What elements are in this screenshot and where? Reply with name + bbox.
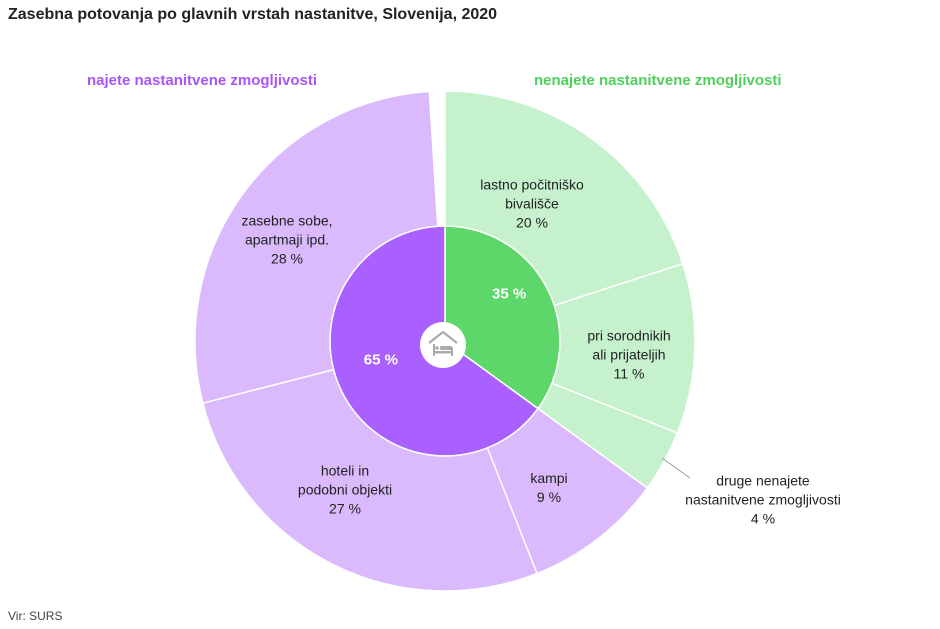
outer-label-value: 9 % [536, 489, 562, 505]
outer-label: hoteli in podobni objekti 27 % [298, 462, 392, 519]
outer-label: kampi 9 % [530, 469, 567, 507]
inner-label-0-text: 35 % [492, 285, 527, 303]
outer-label-name: zasebne sobe, apartmaji ipd. [241, 212, 333, 248]
outer-label-name: lastno počitniško bivališče [480, 176, 584, 212]
outer-label: lastno počitniško bivališče 20 % [480, 176, 584, 233]
outer-label: pri sorodnikih ali prijateljih 11 % [587, 327, 670, 384]
source-note: Vir: SURS [8, 609, 63, 623]
inner-label-1: 65 % [364, 351, 398, 368]
outer-label: zasebne sobe, apartmaji ipd. 28 % [241, 212, 332, 269]
outer-label: druge nenajete nastanitvene zmogljivosti… [685, 472, 841, 529]
inner-label-0: 35 % [492, 286, 526, 303]
outer-label-value: 27 % [329, 500, 361, 517]
outer-label-name: kampi [530, 470, 568, 486]
inner-label-1-text: 65 % [363, 351, 398, 369]
outer-label-value: 20 % [516, 214, 548, 231]
group-title-najete: najete nastanitvene zmogljivosti [87, 72, 318, 89]
outer-label-value: 4 % [750, 510, 776, 527]
chart-title: Zasebna potovanja po glavnih vrstah nast… [8, 6, 498, 23]
bed-house-icon [420, 322, 466, 368]
outer-slice-1-2 [194, 90, 439, 405]
outer-label-name: pri sorodnikih ali prijateljih [587, 327, 671, 363]
outer-label-value: 28 % [271, 250, 303, 267]
outer-slice-0-1 [550, 262, 696, 435]
outer-label-name: hoteli in podobni objekti [297, 462, 393, 498]
outer-slice-1-1 [201, 368, 539, 592]
outer-label-value: 11 % [613, 365, 645, 382]
leader-line [661, 457, 691, 479]
outer-label-name: druge nenajete nastanitvene zmogljivosti [685, 472, 841, 508]
outer-slice-0-0 [444, 90, 684, 307]
group-title-nenajete: nenajete nastanitvene zmogljivosti [534, 72, 782, 89]
